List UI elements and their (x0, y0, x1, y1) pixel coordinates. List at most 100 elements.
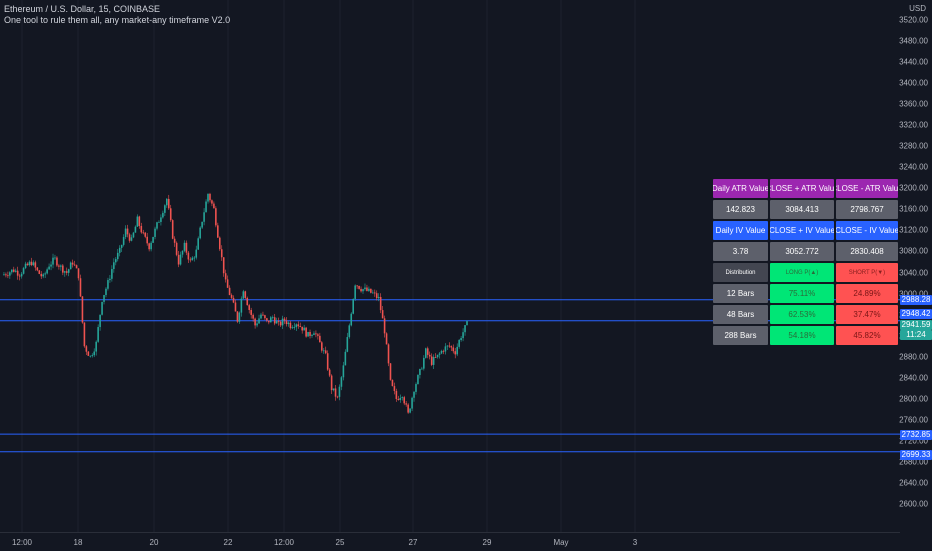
candle-body (91, 355, 94, 356)
candle-body (9, 272, 11, 276)
close-minus-atr-value: 2798.767 (836, 200, 898, 219)
candle-body (50, 264, 52, 267)
candle-body (116, 252, 119, 260)
candle-body (407, 404, 409, 413)
candle-body (466, 321, 468, 326)
candle-body (28, 261, 31, 266)
candle-body (350, 313, 353, 326)
candle-body (230, 294, 233, 298)
candle-body (148, 243, 150, 250)
close-minus-iv-value: 2830.408 (836, 242, 898, 261)
candle-body (395, 390, 398, 399)
candle-body (183, 242, 186, 251)
candle-body (413, 391, 415, 398)
candle-body (393, 386, 396, 391)
candle-body (24, 263, 27, 269)
candle-body (56, 257, 58, 266)
candle-body (103, 295, 105, 302)
price-tick: 3360.00 (899, 99, 928, 109)
candle-body (297, 324, 300, 327)
indicator-title[interactable]: One tool to rule them all, any market-an… (4, 15, 231, 25)
candle-body (364, 287, 366, 290)
candle-body (303, 327, 305, 331)
chart-legend: Ethereum / U.S. Dollar, 15, COINBASE One… (4, 4, 230, 26)
price-tick: 2600.00 (899, 499, 928, 509)
candle-body (211, 200, 213, 204)
candle-body (385, 333, 388, 345)
daily-atr-label: Daily ATR Value (713, 179, 768, 198)
last-price-tag: 2941.59 (900, 320, 932, 330)
long-probability-label: LONG P(▲) (770, 263, 834, 282)
candle-body (440, 350, 443, 354)
candle-body (415, 384, 417, 392)
candle-body (93, 351, 96, 356)
bars-12-label: 12 Bars (713, 284, 768, 303)
candle-body (232, 297, 235, 303)
time-axis[interactable]: 12:00 18 20 22 12:00 25 27 29 May 3 (0, 532, 900, 551)
candle-body (226, 279, 229, 288)
candle-body (346, 337, 349, 352)
candle-body (118, 247, 121, 253)
candle-body (428, 354, 431, 357)
close-minus-atr-label: CLOSE - ATR Value (836, 179, 898, 198)
time-tick: 25 (335, 538, 345, 547)
short-probability-label: SHORT P(▼) (836, 263, 898, 282)
candle-body (326, 353, 329, 370)
candle-body (317, 334, 319, 336)
candle-body (246, 297, 249, 306)
upper-level-tag: 2988.28 (900, 295, 932, 305)
candle-body (189, 259, 192, 261)
candle-body (185, 242, 188, 253)
candle-body (383, 318, 386, 334)
candle-body (54, 257, 56, 259)
price-chart[interactable] (0, 0, 900, 532)
candle-body (426, 348, 429, 355)
candle-body (181, 250, 184, 255)
candle-body (52, 257, 54, 265)
candle-body (332, 388, 335, 391)
candle-body (71, 262, 74, 265)
candle-body (360, 288, 362, 292)
candle-body (167, 198, 170, 209)
chart-area[interactable]: Ethereum / U.S. Dollar, 15, COINBASE One… (0, 0, 900, 532)
candle-body (26, 263, 29, 266)
candle-body (65, 271, 68, 273)
candle-body (46, 269, 48, 274)
candle-body (366, 287, 368, 291)
candle-body (162, 212, 164, 218)
candle-body (348, 325, 351, 338)
symbol-title[interactable]: Ethereum / U.S. Dollar, 15, COINBASE (4, 4, 161, 14)
price-tick: 3480.00 (899, 36, 928, 46)
candle-body (81, 296, 84, 323)
candle-body (205, 201, 207, 213)
candle-body (322, 350, 325, 352)
candle-body (44, 273, 46, 275)
price-tick: 2760.00 (899, 415, 928, 425)
candle-body (7, 275, 9, 277)
candle-body (438, 353, 441, 355)
candle-body (444, 346, 447, 352)
candle-body (16, 270, 19, 276)
candle-body (448, 345, 451, 347)
candle-body (430, 356, 433, 365)
candle-body (22, 268, 25, 274)
candle-body (260, 314, 262, 319)
close-plus-atr-value: 3084.413 (770, 200, 834, 219)
candle-body (434, 357, 437, 358)
candle-body (63, 271, 66, 273)
candle-body (377, 296, 380, 299)
candle-body (234, 302, 237, 312)
candle-body (456, 346, 458, 355)
candle-body (324, 350, 327, 354)
candle-body (264, 315, 266, 319)
time-tick: 18 (73, 538, 83, 547)
candle-body (244, 291, 247, 298)
candle-body (401, 397, 404, 398)
candle-body (405, 403, 407, 405)
price-tick: 3440.00 (899, 57, 928, 67)
price-tick: 2680.00 (899, 457, 928, 467)
time-tick: 27 (408, 538, 418, 547)
price-axis[interactable]: 2600.00 2640.00 2680.00 2720.00 2760.00 2800.… (899, 0, 932, 532)
candle-body (305, 327, 307, 337)
candle-body (313, 333, 315, 335)
